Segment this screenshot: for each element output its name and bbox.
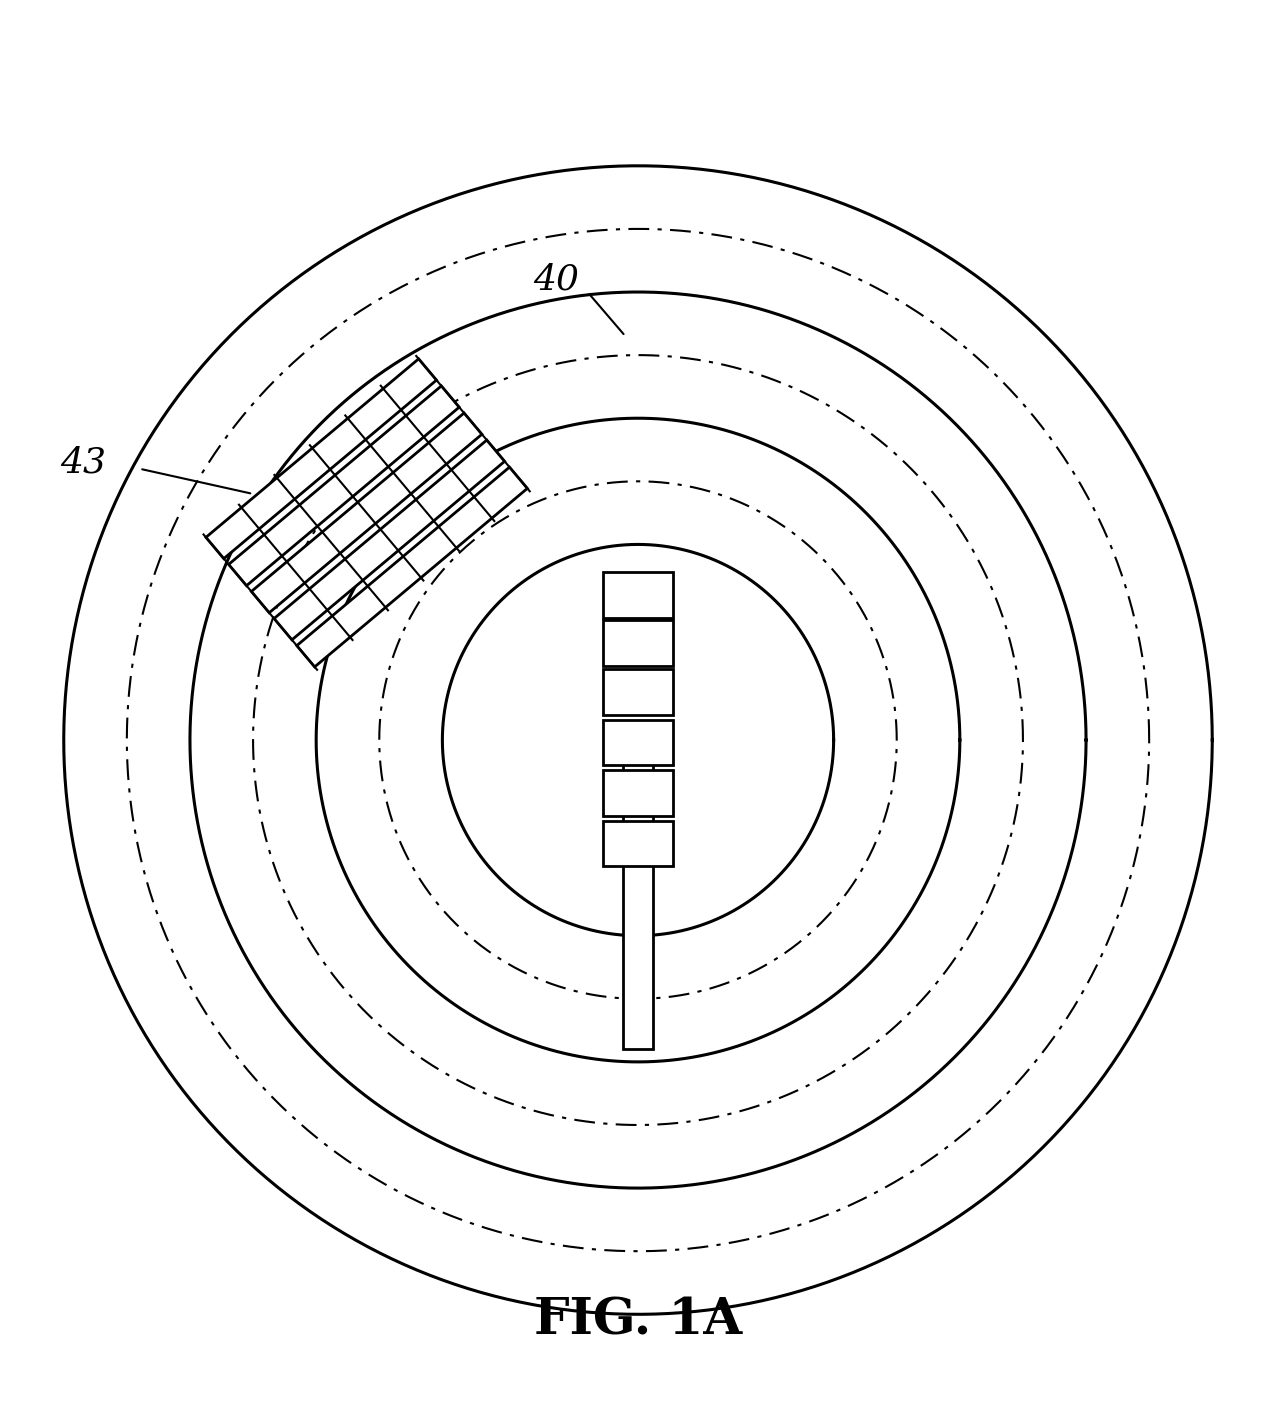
Polygon shape (297, 468, 527, 667)
Polygon shape (205, 359, 436, 558)
Bar (602, 771, 674, 816)
Bar (602, 720, 674, 765)
Polygon shape (251, 412, 482, 612)
Text: 40: 40 (533, 262, 579, 296)
Bar (602, 669, 674, 714)
Polygon shape (274, 441, 504, 640)
Bar (623, 740, 653, 1049)
Text: FIG. 1A: FIG. 1A (533, 1297, 743, 1345)
Polygon shape (228, 385, 459, 585)
Text: 43: 43 (60, 445, 106, 479)
Bar (602, 820, 674, 866)
Bar (602, 621, 674, 666)
Bar (602, 572, 674, 618)
